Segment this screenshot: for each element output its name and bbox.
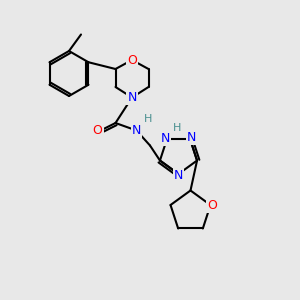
Text: O: O <box>93 124 102 137</box>
Text: N: N <box>132 124 141 137</box>
Text: N: N <box>174 169 183 182</box>
Text: H: H <box>173 123 182 133</box>
Text: N: N <box>187 131 196 144</box>
Text: N: N <box>127 91 137 104</box>
Text: N: N <box>161 132 170 145</box>
Text: O: O <box>207 199 217 212</box>
Text: H: H <box>144 115 152 124</box>
Text: O: O <box>127 53 137 67</box>
